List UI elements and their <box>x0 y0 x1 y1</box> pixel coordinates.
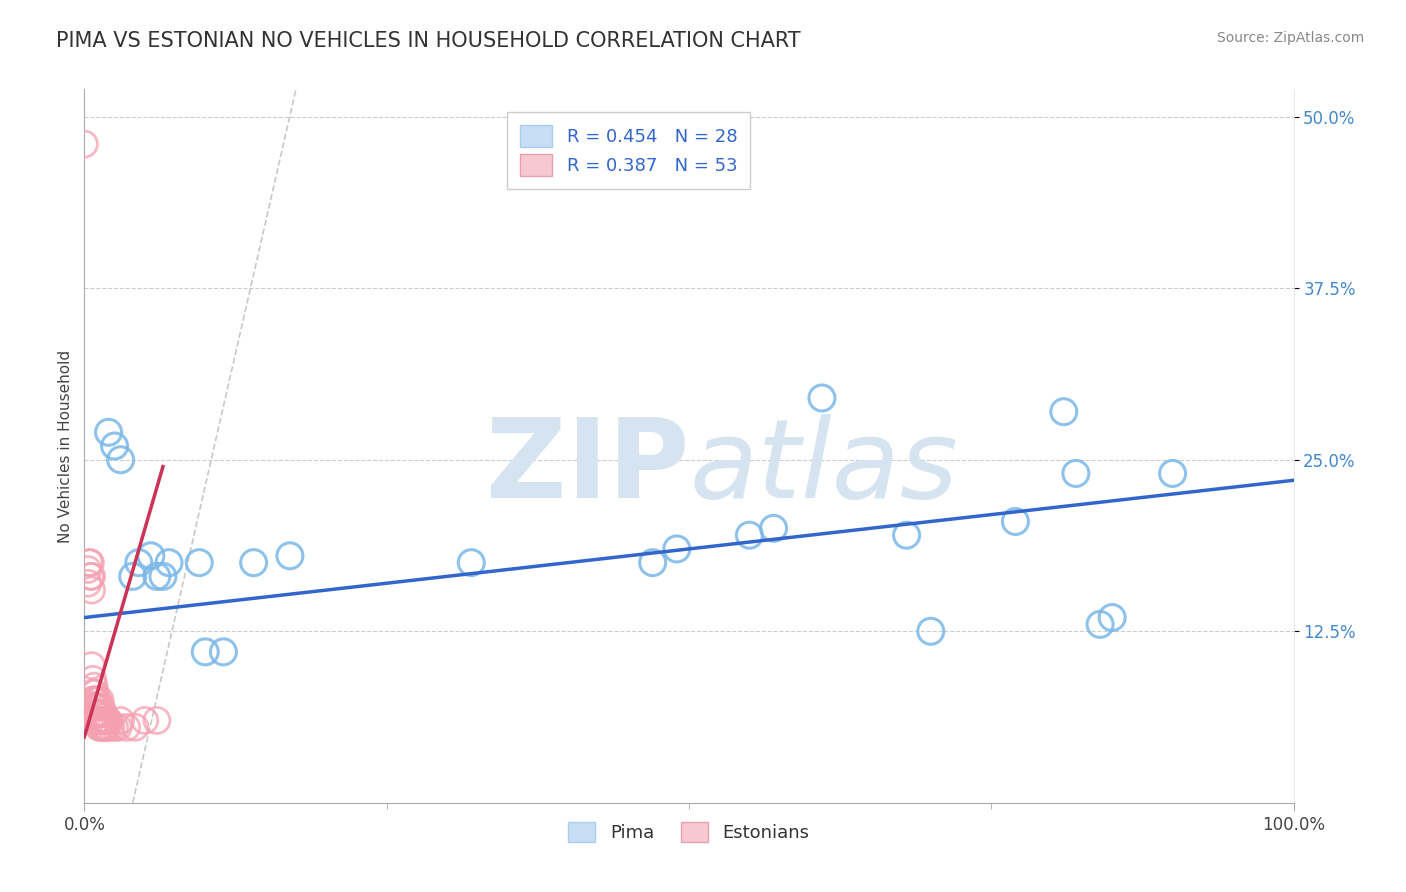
Point <box>124 720 146 734</box>
Text: atlas: atlas <box>689 414 957 521</box>
Point <box>79 556 101 570</box>
Point <box>79 569 101 583</box>
Point <box>77 562 100 576</box>
Point <box>97 714 120 728</box>
Point <box>89 693 111 707</box>
Point <box>84 706 107 721</box>
Point <box>87 699 110 714</box>
Text: ZIP: ZIP <box>485 414 689 521</box>
Point <box>89 714 111 728</box>
Point <box>811 391 834 405</box>
Point <box>146 569 169 583</box>
Point <box>460 556 482 570</box>
Point <box>96 714 118 728</box>
Point <box>94 714 117 728</box>
Text: PIMA VS ESTONIAN NO VEHICLES IN HOUSEHOLD CORRELATION CHART: PIMA VS ESTONIAN NO VEHICLES IN HOUSEHOL… <box>56 31 801 51</box>
Point <box>762 521 785 535</box>
Point <box>94 720 117 734</box>
Point <box>82 686 104 700</box>
Point <box>278 549 301 563</box>
Point <box>90 699 112 714</box>
Point <box>152 569 174 583</box>
Point <box>83 699 105 714</box>
Point <box>94 720 117 734</box>
Text: Source: ZipAtlas.com: Source: ZipAtlas.com <box>1216 31 1364 45</box>
Point <box>146 714 169 728</box>
Point <box>91 706 114 721</box>
Point <box>73 137 96 152</box>
Point <box>97 425 120 440</box>
Point <box>82 693 104 707</box>
Point <box>738 528 761 542</box>
Point <box>1088 617 1111 632</box>
Point <box>121 569 143 583</box>
Point <box>86 714 108 728</box>
Point <box>896 528 918 542</box>
Point <box>134 714 156 728</box>
Point <box>86 699 108 714</box>
Point <box>104 720 127 734</box>
Point <box>110 452 132 467</box>
Point <box>91 714 114 728</box>
Point <box>194 645 217 659</box>
Point <box>84 686 107 700</box>
Point <box>80 583 103 598</box>
Point <box>77 576 100 591</box>
Point <box>84 699 107 714</box>
Point <box>107 720 129 734</box>
Point <box>100 720 122 734</box>
Point <box>212 645 235 659</box>
Point <box>1064 467 1087 481</box>
Point <box>80 569 103 583</box>
Point <box>86 693 108 707</box>
Point <box>1101 610 1123 624</box>
Point <box>1161 467 1184 481</box>
Point <box>83 679 105 693</box>
Point <box>104 439 127 453</box>
Point <box>77 556 100 570</box>
Point <box>110 714 132 728</box>
Point <box>94 714 117 728</box>
Point <box>87 720 110 734</box>
Point <box>80 658 103 673</box>
Point <box>96 720 118 734</box>
Point <box>87 706 110 721</box>
Point <box>83 693 105 707</box>
Point <box>1053 405 1076 419</box>
Point <box>91 720 114 734</box>
Point <box>128 556 150 570</box>
Point <box>115 720 138 734</box>
Point <box>920 624 942 639</box>
Point <box>86 714 108 728</box>
Point <box>1004 515 1026 529</box>
Point <box>86 706 108 721</box>
Point <box>86 693 108 707</box>
Point <box>93 706 115 721</box>
Point <box>188 556 211 570</box>
Point <box>157 556 180 570</box>
Legend: Pima, Estonians: Pima, Estonians <box>560 813 818 851</box>
Point <box>665 541 688 556</box>
Point <box>641 556 664 570</box>
Y-axis label: No Vehicles in Household: No Vehicles in Household <box>58 350 73 542</box>
Point <box>82 673 104 687</box>
Point <box>242 556 264 570</box>
Point <box>89 720 111 734</box>
Point <box>93 720 115 734</box>
Point <box>90 714 112 728</box>
Point <box>139 549 162 563</box>
Point <box>86 706 108 721</box>
